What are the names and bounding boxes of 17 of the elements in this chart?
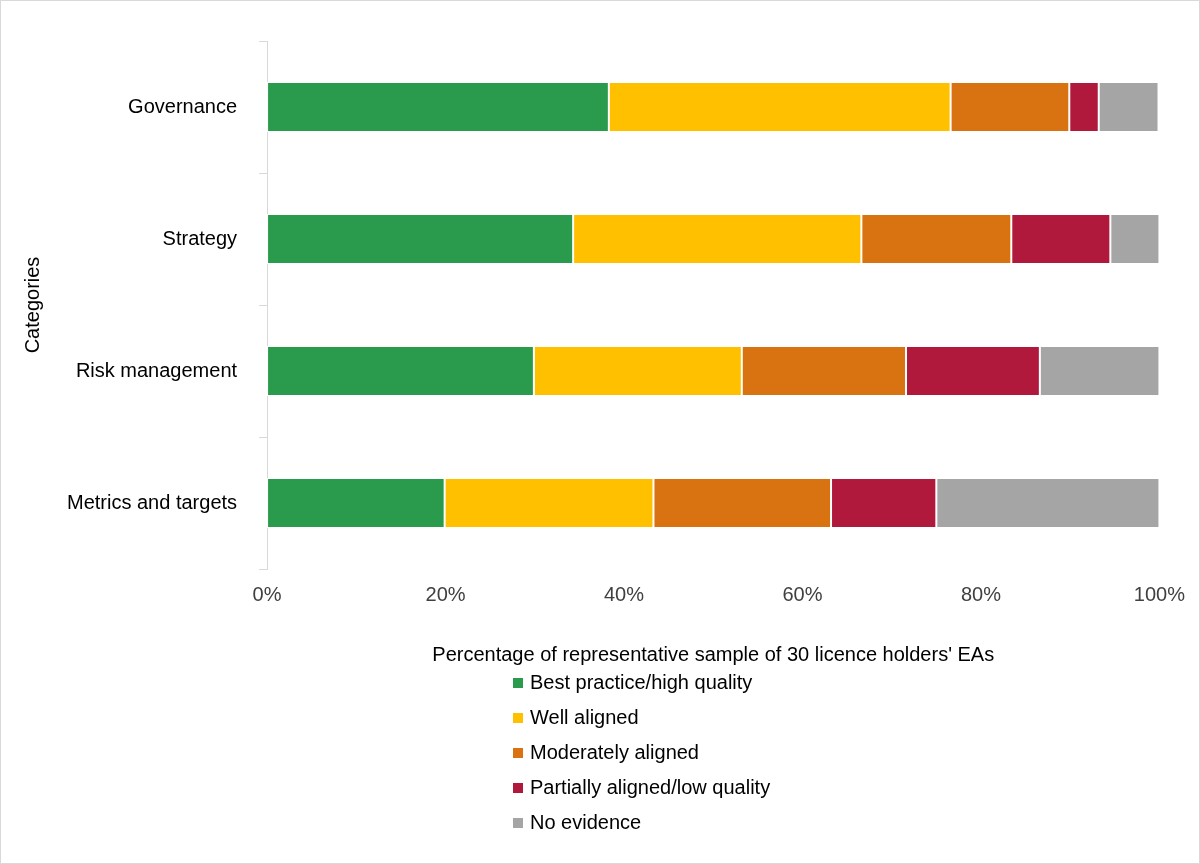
x-tick-label: 80% bbox=[960, 582, 1002, 605]
y-tick-label: Strategy bbox=[162, 226, 238, 249]
x-tick-label: 40% bbox=[603, 582, 645, 605]
legend-label: Moderately aligned bbox=[530, 741, 699, 764]
x-tick-label: 100% bbox=[1133, 582, 1186, 605]
legend-label: No evidence bbox=[530, 811, 642, 834]
x-tick-label: 0% bbox=[252, 582, 282, 605]
y-axis-title: Categories bbox=[20, 256, 43, 354]
x-tick-label: 20% bbox=[425, 582, 466, 605]
legend-label: Best practice/high quality bbox=[530, 671, 753, 694]
x-axis-title: Percentage of representative sample of 30 licence holders' EAs bbox=[432, 642, 995, 665]
x-tick-label: 60% bbox=[782, 582, 823, 605]
y-tick-label: Governance bbox=[128, 94, 238, 117]
y-tick-label: Risk management bbox=[75, 358, 238, 381]
legend-label: Well aligned bbox=[530, 706, 639, 729]
legend-label: Partially aligned/low quality bbox=[530, 776, 771, 799]
y-tick-label: Metrics and targets bbox=[66, 490, 238, 513]
